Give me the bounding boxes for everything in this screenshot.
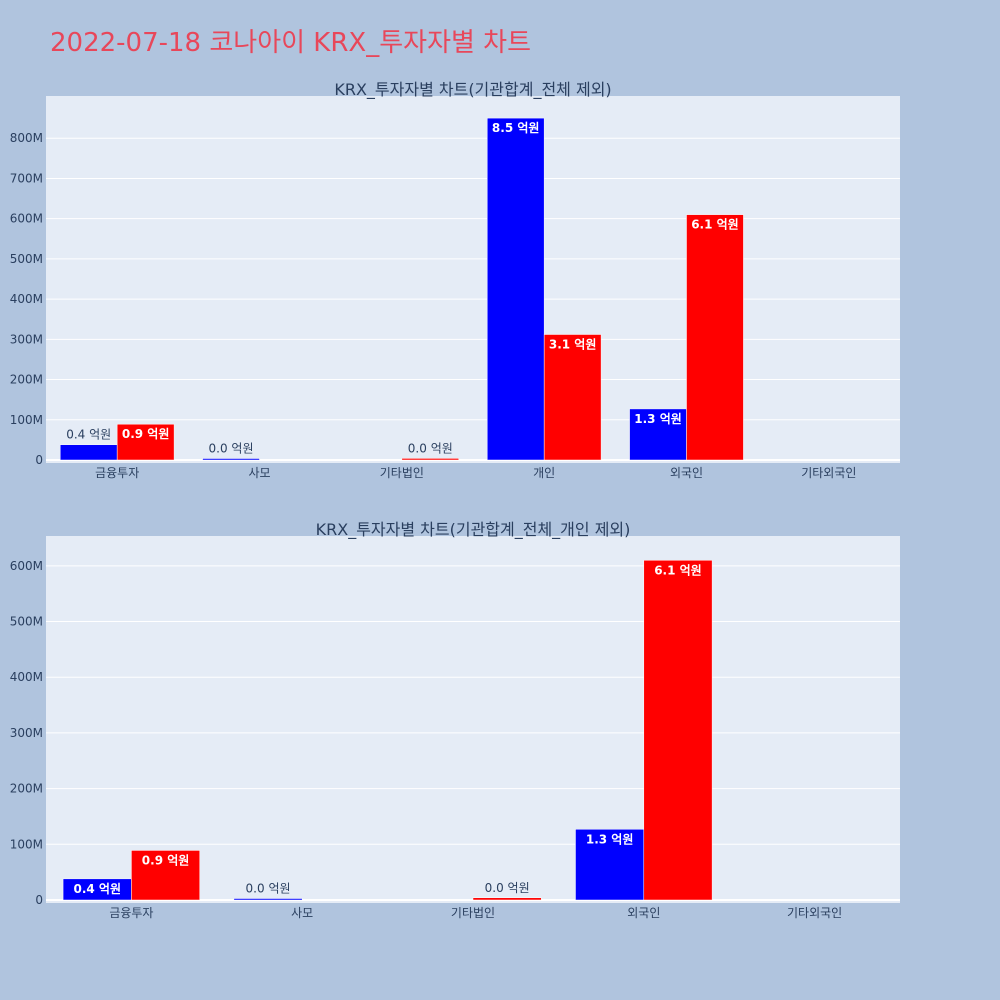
data-label: 1.3 억원	[634, 412, 682, 426]
y-tick-label: 200M	[10, 782, 43, 796]
data-label: 0.0 억원	[209, 442, 254, 456]
data-label: 1.3 억원	[586, 832, 634, 846]
data-label: 0.0 억원	[408, 441, 453, 455]
chart-title: KRX_투자자별 차트(기관합계_전체_개인 제외)	[316, 520, 631, 540]
y-tick-label: 500M	[10, 615, 43, 629]
bar	[643, 560, 713, 901]
y-tick-label: 700M	[10, 171, 43, 185]
y-tick-label: 200M	[10, 373, 43, 387]
x-tick-label: 기타법인	[451, 906, 495, 920]
data-label: 0.0 억원	[246, 882, 291, 896]
data-label: 0.4 억원	[73, 882, 121, 896]
y-tick-label: 100M	[10, 413, 43, 427]
x-tick-label: 사모	[248, 466, 270, 480]
bar	[686, 214, 744, 461]
x-tick-label: 금융투자	[109, 906, 153, 920]
y-tick-label: 600M	[10, 559, 43, 573]
data-label: 6.1 억원	[691, 218, 739, 232]
data-label: 0.9 억원	[122, 427, 170, 441]
x-tick-label: 금융투자	[95, 466, 139, 480]
x-tick-label: 사모	[291, 906, 313, 920]
bar	[233, 898, 303, 901]
bar	[629, 408, 687, 461]
chart-1: 0 100M 200M 300M 400M 500M 600M 700M 800M KRX_투자자…	[10, 80, 900, 480]
chart-2: 0 100M 200M 300M 400M 500M 600M KRX_투자자별 차트(기관합…	[10, 520, 900, 920]
bar	[202, 458, 260, 461]
bar	[401, 458, 460, 461]
page-title: 2022-07-18 코나아이 KRX_투자자별 차트	[50, 28, 532, 58]
y-tick-label: 0	[35, 893, 43, 907]
chart-title: KRX_투자자별 차트(기관합계_전체 제외)	[334, 80, 611, 100]
y-tick-label: 400M	[10, 292, 43, 306]
y-tick-label: 300M	[10, 726, 43, 740]
data-label: 3.1 억원	[549, 338, 597, 352]
data-label: 6.1 억원	[654, 563, 702, 577]
bar	[131, 850, 200, 901]
data-label: 8.5 억원	[492, 121, 540, 135]
x-tick-label: 기타외국인	[787, 906, 842, 920]
y-tick-label: 800M	[10, 131, 43, 145]
y-tick-label: 100M	[10, 837, 43, 851]
x-tick-label: 외국인	[670, 466, 703, 480]
y-tick-label: 500M	[10, 252, 43, 266]
x-tick-label: 외국인	[627, 906, 660, 920]
bar	[486, 117, 545, 461]
y-tick-label: 600M	[10, 212, 43, 226]
plot-area	[46, 536, 900, 903]
x-tick-label: 기타법인	[380, 466, 424, 480]
y-tick-label: 300M	[10, 332, 43, 346]
bar	[543, 334, 602, 461]
data-label: 0.0 억원	[485, 881, 530, 895]
bar	[472, 897, 542, 901]
bar	[575, 829, 645, 901]
y-tick-label: 400M	[10, 670, 43, 684]
x-tick-label: 개인	[533, 466, 555, 480]
x-tick-label: 기타외국인	[801, 466, 856, 480]
y-tick-label: 0	[35, 453, 43, 467]
data-label: 0.4 억원	[66, 428, 111, 442]
data-label: 0.9 억원	[142, 853, 190, 867]
plot-area	[46, 96, 900, 463]
bar	[116, 423, 175, 461]
bar	[59, 444, 118, 461]
